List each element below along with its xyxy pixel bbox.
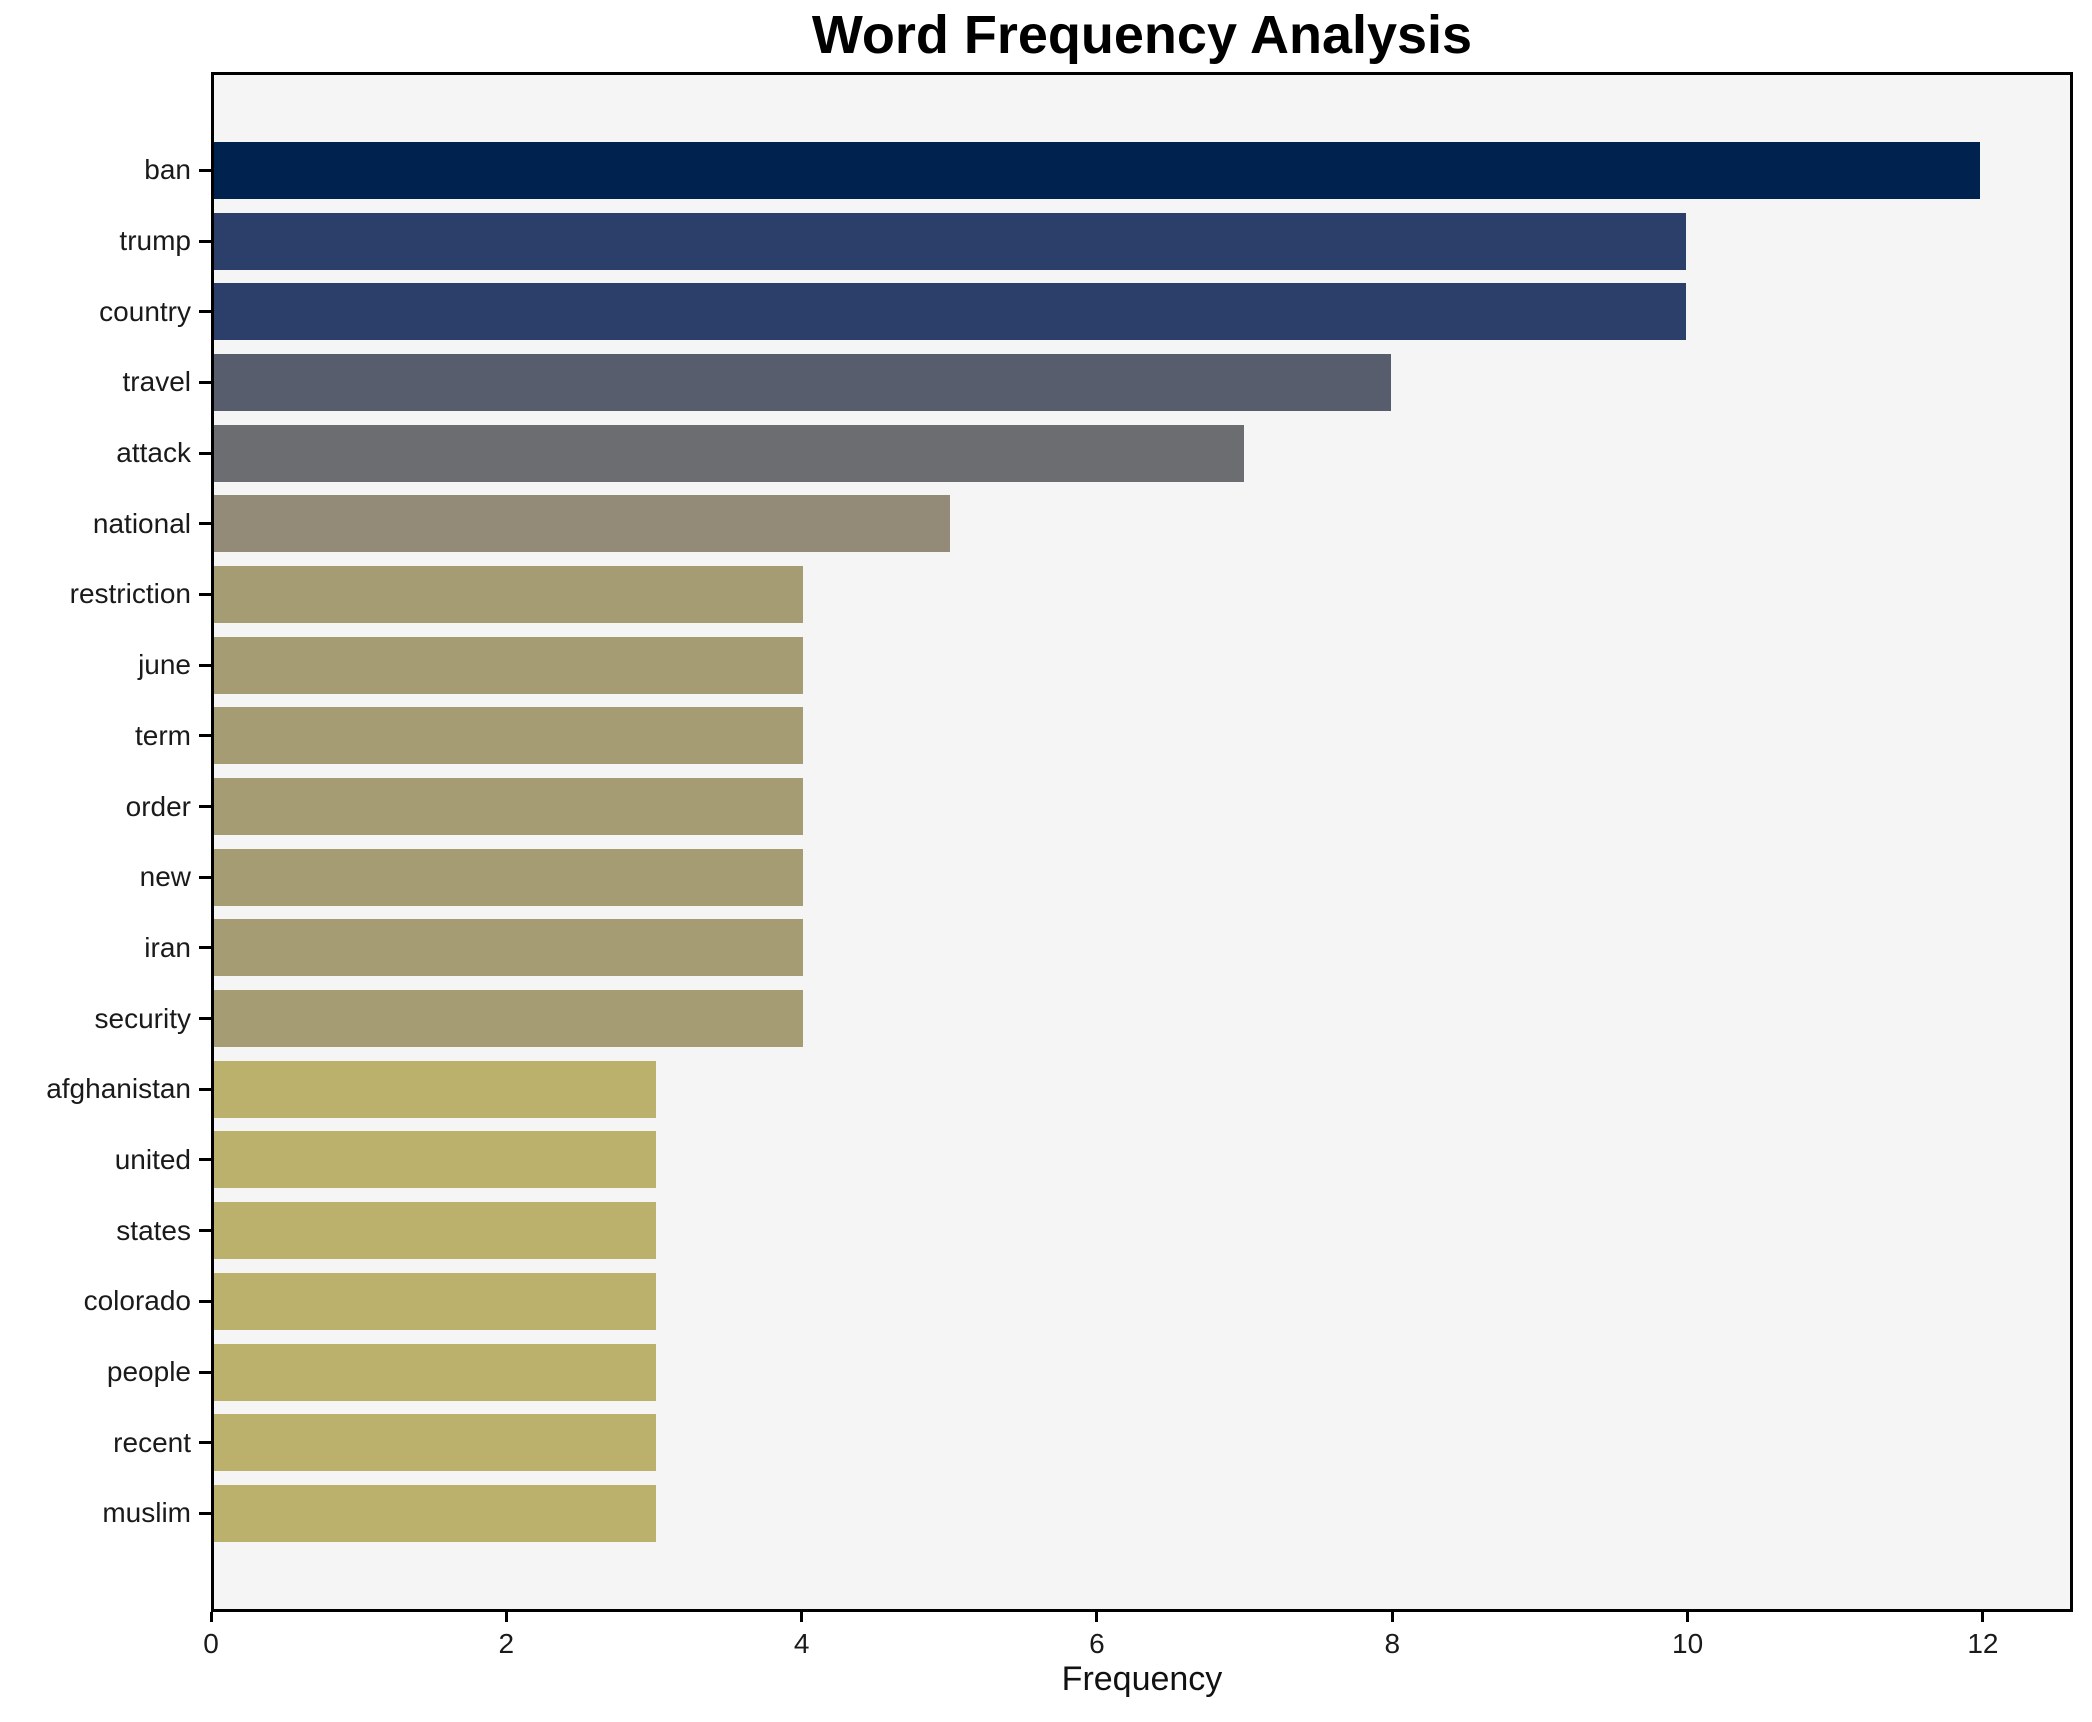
- y-axis-tick-marks: [199, 72, 211, 1612]
- y-tick-mark: [199, 1299, 211, 1303]
- y-tick-mark: [199, 1370, 211, 1374]
- y-tick-mark: [199, 310, 211, 314]
- y-tick-mark: [199, 1017, 211, 1021]
- bar-colorado: [214, 1272, 656, 1330]
- y-tick-mark: [199, 1229, 211, 1233]
- y-tick-mark: [199, 451, 211, 455]
- ytick-label-june: june: [138, 649, 191, 681]
- chart-title: Word Frequency Analysis: [811, 5, 1473, 65]
- y-tick-mark: [199, 1087, 211, 1091]
- xtick-label-6: 6: [1089, 1628, 1105, 1659]
- x-tick-mark: [1390, 1612, 1394, 1622]
- y-tick-mark: [199, 522, 211, 526]
- bar-country: [214, 283, 1686, 341]
- ytick-label-afghanistan: afghanistan: [46, 1073, 191, 1105]
- ytick-label-order: order: [125, 790, 191, 822]
- y-tick-mark: [199, 875, 211, 879]
- xtick-label-8: 8: [1384, 1628, 1401, 1659]
- ytick-label-country: country: [99, 295, 191, 327]
- y-tick-mark: [199, 734, 211, 738]
- bar-trump: [214, 212, 1686, 270]
- x-tick-mark: [1095, 1612, 1099, 1622]
- ytick-label-trump: trump: [119, 225, 191, 257]
- bar-security: [214, 990, 803, 1048]
- bar-muslim: [214, 1484, 656, 1542]
- xtick-label-12: 12: [1967, 1628, 1999, 1659]
- y-tick-mark: [199, 239, 211, 243]
- bar-term: [214, 707, 803, 765]
- y-tick-mark: [199, 805, 211, 809]
- bar-afghanistan: [214, 1060, 656, 1118]
- ytick-label-national: national: [92, 507, 191, 539]
- ytick-label-new: new: [139, 861, 191, 893]
- bar-travel: [214, 353, 1392, 411]
- ytick-label-security: security: [94, 1002, 191, 1034]
- xtick-label-10: 10: [1672, 1628, 1704, 1659]
- ytick-label-states: states: [116, 1214, 191, 1246]
- x-tick-mark: [504, 1612, 508, 1622]
- xtick-label-4: 4: [793, 1628, 810, 1659]
- bar-ban: [214, 141, 1981, 199]
- xtick-label-2: 2: [498, 1628, 515, 1659]
- ytick-label-travel: travel: [122, 366, 191, 398]
- ytick-label-people: people: [106, 1356, 191, 1388]
- bar-states: [214, 1202, 656, 1260]
- ytick-label-attack: attack: [116, 437, 191, 469]
- bar-national: [214, 495, 950, 553]
- bar-new: [214, 848, 803, 906]
- y-tick-mark: [199, 380, 211, 384]
- bar-united: [214, 1131, 656, 1189]
- bar-series: [214, 75, 2070, 1609]
- ytick-label-muslim: muslim: [102, 1497, 191, 1529]
- ytick-label-recent: recent: [113, 1426, 191, 1458]
- bar-june: [214, 636, 803, 694]
- ytick-label-iran: iran: [144, 931, 191, 963]
- y-tick-mark: [199, 663, 211, 667]
- bar-restriction: [214, 565, 803, 623]
- y-tick-mark: [199, 1441, 211, 1445]
- bar-recent: [214, 1414, 656, 1472]
- ytick-label-restriction: restriction: [69, 578, 191, 610]
- y-tick-mark: [199, 1511, 211, 1515]
- ytick-label-term: term: [135, 719, 191, 751]
- y-tick-mark: [199, 592, 211, 596]
- ytick-label-ban: ban: [144, 154, 191, 186]
- ytick-label-colorado: colorado: [83, 1285, 191, 1317]
- y-tick-mark: [199, 168, 211, 172]
- y-tick-mark: [199, 1158, 211, 1162]
- xtick-label-0: 0: [203, 1628, 219, 1659]
- plot-area: [211, 72, 2073, 1612]
- x-tick-mark: [209, 1612, 213, 1622]
- bar-order: [214, 778, 803, 836]
- x-tick-mark: [800, 1612, 804, 1622]
- bar-people: [214, 1343, 656, 1401]
- x-tick-mark: [1981, 1612, 1985, 1622]
- bar-iran: [214, 919, 803, 977]
- y-tick-mark: [199, 946, 211, 950]
- ytick-label-united: united: [114, 1143, 191, 1175]
- x-tick-mark: [1686, 1612, 1690, 1622]
- bar-attack: [214, 424, 1245, 482]
- x-axis-title: Frequency: [1061, 1660, 1223, 1698]
- y-axis-labels: ban trump country travel attack national restr…: [0, 72, 191, 1612]
